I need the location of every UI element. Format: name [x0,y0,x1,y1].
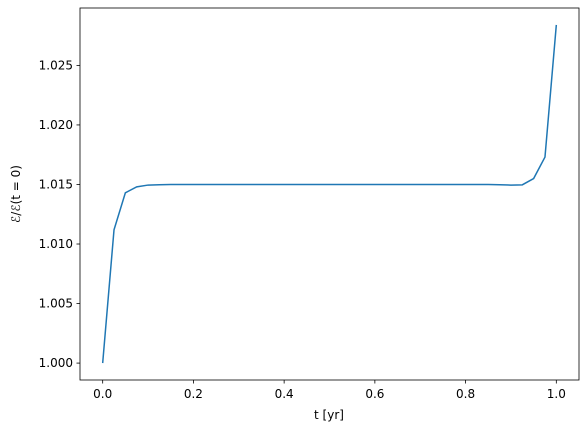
x-tick-label: 0.2 [184,387,203,401]
y-tick-label: 1.005 [39,297,73,311]
y-tick-label: 1.015 [39,177,73,191]
x-tick-label: 0.8 [456,387,475,401]
x-tick-label: 0.4 [275,387,294,401]
x-tick-label: 0.0 [93,387,112,401]
line [101,24,558,364]
y-tick-label: 1.000 [39,356,73,370]
y-tick-label: 1.010 [39,237,73,251]
plot-frame [79,7,580,381]
x-axis-label: t [yr] [314,408,344,422]
y-tick-label: 1.020 [39,118,73,132]
x-tick-label: 0.6 [365,387,384,401]
y-tick-label: 1.025 [39,58,73,72]
y-axis-label: ℰ/ℰ(t = 0) [9,165,23,223]
x-tick-label: 1.0 [547,387,566,401]
